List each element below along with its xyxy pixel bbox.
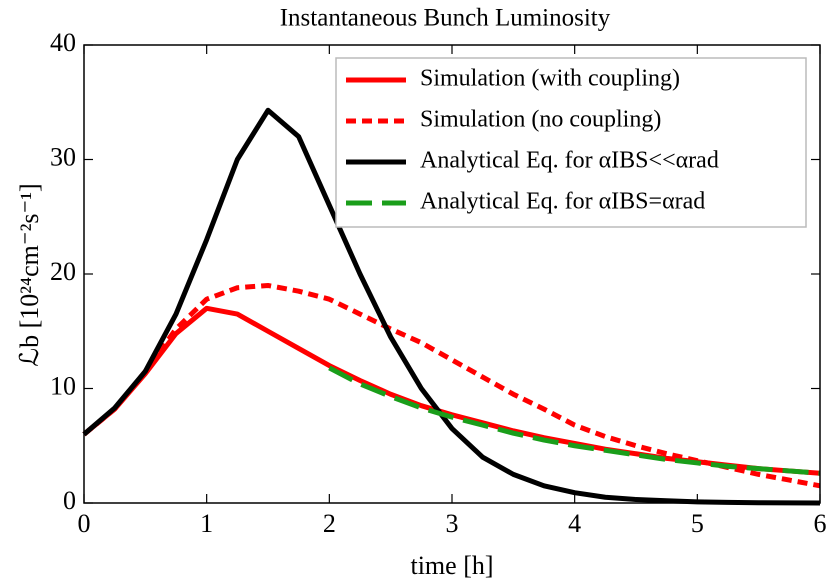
x-tick-label: 5 bbox=[691, 509, 704, 538]
y-tick-label: 0 bbox=[63, 486, 76, 515]
x-tick-label: 1 bbox=[200, 509, 213, 538]
y-tick-label: 30 bbox=[50, 142, 76, 171]
legend-label: Simulation (with coupling) bbox=[420, 66, 680, 92]
x-tick-label: 4 bbox=[568, 509, 581, 538]
legend-label: Simulation (no coupling) bbox=[420, 107, 661, 133]
chart-title: Instantaneous Bunch Luminosity bbox=[280, 5, 611, 32]
x-axis-label: time [h] bbox=[410, 551, 493, 580]
x-tick-label: 0 bbox=[78, 509, 91, 538]
x-tick-label: 6 bbox=[814, 509, 827, 538]
x-tick-label: 2 bbox=[323, 509, 336, 538]
legend-label: Analytical Eq. for αIBS<<αrad bbox=[420, 148, 719, 174]
series-line bbox=[82, 305, 821, 476]
series-line bbox=[328, 365, 821, 476]
y-tick-label: 40 bbox=[50, 28, 76, 57]
y-tick-label: 20 bbox=[50, 257, 76, 286]
y-axis-label: ℒb [10²⁴cm⁻²s⁻¹] bbox=[15, 183, 44, 366]
legend-label: Analytical Eq. for αIBS=αrad bbox=[420, 189, 705, 215]
x-tick-label: 3 bbox=[446, 509, 459, 538]
legend-box bbox=[335, 57, 807, 228]
y-tick-label: 10 bbox=[50, 371, 76, 400]
